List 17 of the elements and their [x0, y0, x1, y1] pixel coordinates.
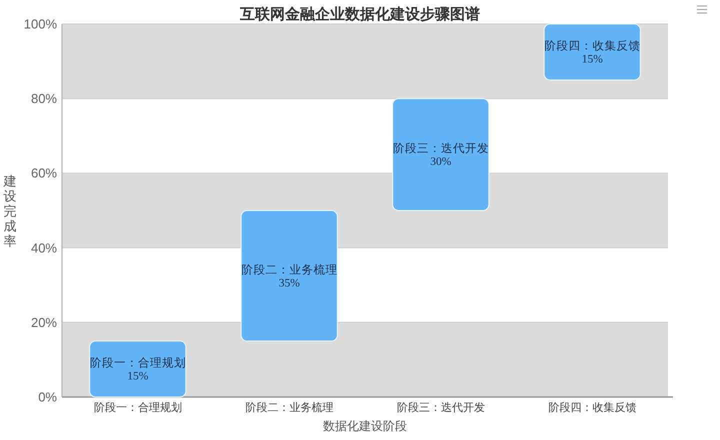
y-tick-label: 80%: [30, 91, 58, 106]
y-axis-title: 建设完成率: [2, 174, 16, 248]
y-tick-label: 0%: [38, 390, 58, 404]
y-tick-label: 40%: [30, 240, 58, 256]
data-label: 阶段二：业务梳理 35%: [241, 264, 338, 290]
x-tick-label: 阶段一：合理规划: [94, 401, 182, 414]
x-tick-label: 阶段二：业务梳理: [245, 401, 334, 414]
y-tick-label: 20%: [30, 314, 58, 330]
y-tick-label: 60%: [30, 166, 58, 181]
x-tick-label: 阶段四：收集反馈: [548, 401, 636, 414]
y-tick-label: 100%: [24, 16, 58, 32]
x-axis-title: 数据化建设阶段: [323, 419, 407, 433]
data-label: 阶段四：收集反馈 15%: [544, 40, 640, 66]
chart-title: 互联网金融企业数据化建设步骤图谱: [239, 5, 480, 23]
data-label: 阶段一：合理规划 15%: [90, 358, 186, 383]
x-tick-label: 阶段三：迭代开发: [396, 401, 485, 414]
data-label: 阶段三：迭代开发 30%: [392, 143, 489, 168]
